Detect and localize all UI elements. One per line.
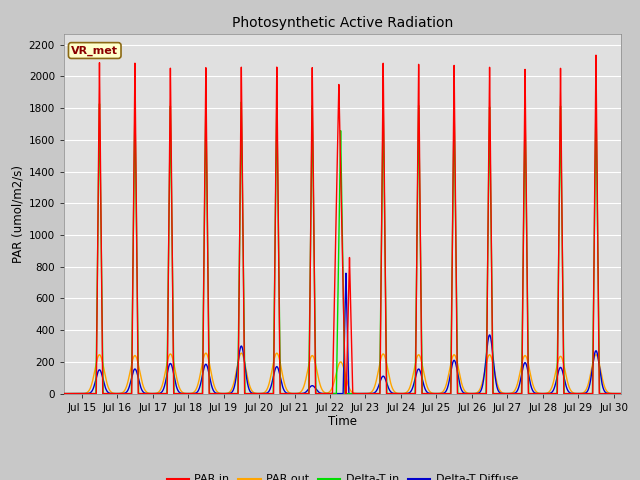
- Text: VR_met: VR_met: [71, 46, 118, 56]
- Y-axis label: PAR (umol/m2/s): PAR (umol/m2/s): [12, 165, 24, 263]
- Title: Photosynthetic Active Radiation: Photosynthetic Active Radiation: [232, 16, 453, 30]
- X-axis label: Time: Time: [328, 415, 357, 429]
- Legend: PAR in, PAR out, Delta-T in, Delta-T Diffuse: PAR in, PAR out, Delta-T in, Delta-T Dif…: [162, 470, 523, 480]
